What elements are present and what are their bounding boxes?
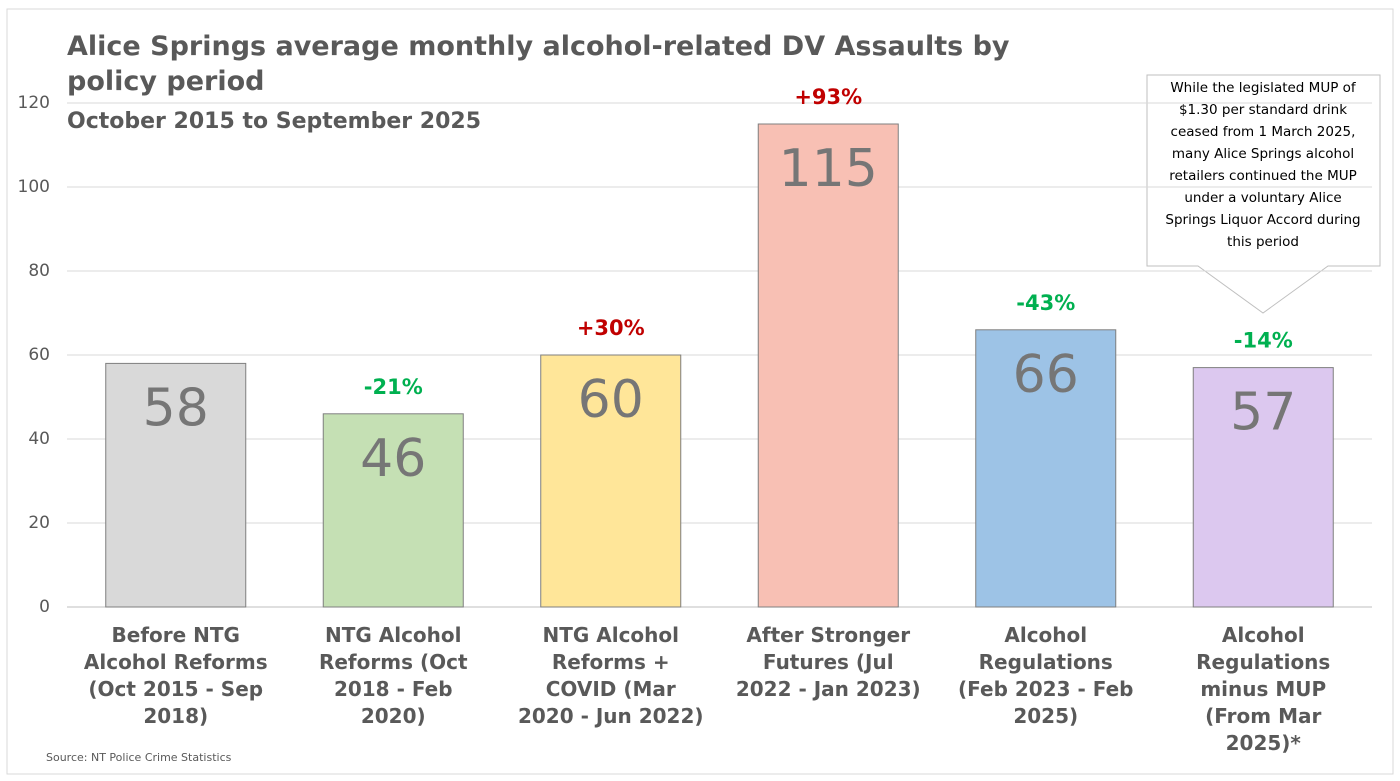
value-label: 57 (1230, 383, 1296, 443)
value-label: 58 (143, 378, 209, 438)
chart-subtitle: October 2015 to September 2025 (67, 109, 481, 134)
bar (975, 329, 1117, 608)
callout-text: While the legislated MUP of (1170, 80, 1357, 96)
y-tick-label: 0 (39, 597, 50, 617)
x-tick-label: Alcohol Regulations (Feb 2023 - Feb 2025) (958, 623, 1133, 728)
bar (540, 354, 682, 608)
change-label: +30% (577, 316, 645, 340)
callout-box (1146, 74, 1381, 314)
change-label: +93% (794, 85, 862, 109)
callout-text: $1.30 per standard drink (1179, 102, 1347, 118)
value-label: 60 (578, 370, 644, 430)
change-label: -21% (364, 375, 423, 399)
callout-text: this period (1227, 234, 1299, 250)
bar (1192, 367, 1334, 608)
y-tick-label: 80 (28, 261, 50, 281)
callout: While the legislated MUP of $1.30 per sta… (1146, 74, 1381, 314)
bar (105, 362, 247, 608)
y-tick-label: 20 (28, 513, 50, 533)
x-tick-label: After Stronger Futures (Jul 2022 - Jan 202… (736, 623, 921, 701)
callout-text: many Alice Springs alcohol (1172, 146, 1354, 162)
x-tick-label: Alcohol Regulations minus MUP (From Mar 2025… (1196, 623, 1330, 755)
change-label: -43% (1016, 291, 1075, 315)
x-tick-label: Before NTG Alcohol Reforms (Oct 2015 - Sep… (84, 623, 268, 728)
x-tick-label: NTG Alcohol Reforms + COVID (Mar 2020 - Jun… (518, 623, 704, 728)
x-tick-label: NTG Alcohol Reforms (Oct 2018 - Feb 2020) (319, 623, 468, 728)
callout-text: under a voluntary Alice (1184, 190, 1341, 206)
y-tick-label: 40 (28, 429, 50, 449)
callout-text: retailers continued the MUP (1169, 168, 1356, 184)
chart-title: Alice Springs average monthly alcohol-re… (67, 31, 1010, 97)
bar (322, 413, 464, 608)
y-tick-label: 100 (18, 177, 50, 197)
callout-text: ceased from 1 March 2025, (1171, 124, 1356, 140)
source: Source: NT Police Crime Statistics (46, 751, 232, 764)
callout-text: Springs Liquor Accord during (1165, 212, 1360, 228)
y-tick-label: 120 (18, 93, 50, 113)
value-label: 66 (1013, 345, 1079, 405)
value-label: 46 (360, 429, 426, 489)
change-label: -14% (1234, 329, 1293, 353)
value-label: 115 (779, 139, 878, 199)
y-tick-label: 60 (28, 345, 50, 365)
bar (757, 123, 899, 608)
